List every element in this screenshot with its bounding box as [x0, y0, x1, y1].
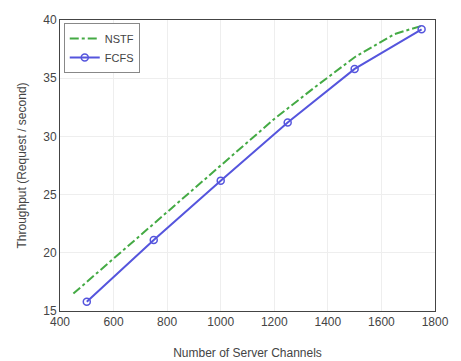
svg-text:800: 800 — [157, 315, 177, 329]
svg-text:NSTF: NSTF — [105, 33, 134, 45]
svg-text:1200: 1200 — [261, 315, 288, 329]
svg-text:1600: 1600 — [368, 315, 395, 329]
svg-text:1000: 1000 — [207, 315, 234, 329]
svg-text:35: 35 — [43, 71, 57, 85]
svg-text:600: 600 — [104, 315, 124, 329]
svg-text:30: 30 — [43, 130, 57, 144]
svg-text:25: 25 — [43, 188, 57, 202]
svg-text:40: 40 — [43, 13, 57, 27]
svg-text:20: 20 — [43, 246, 57, 260]
svg-text:1800: 1800 — [422, 315, 449, 329]
svg-text:Number of Server Channels: Number of Server Channels — [173, 346, 322, 360]
svg-text:1400: 1400 — [315, 315, 342, 329]
svg-text:15: 15 — [43, 304, 57, 318]
svg-text:Throughput (Request / second): Throughput (Request / second) — [15, 82, 29, 248]
svg-text:400: 400 — [50, 315, 70, 329]
svg-text:FCFS: FCFS — [105, 52, 134, 64]
